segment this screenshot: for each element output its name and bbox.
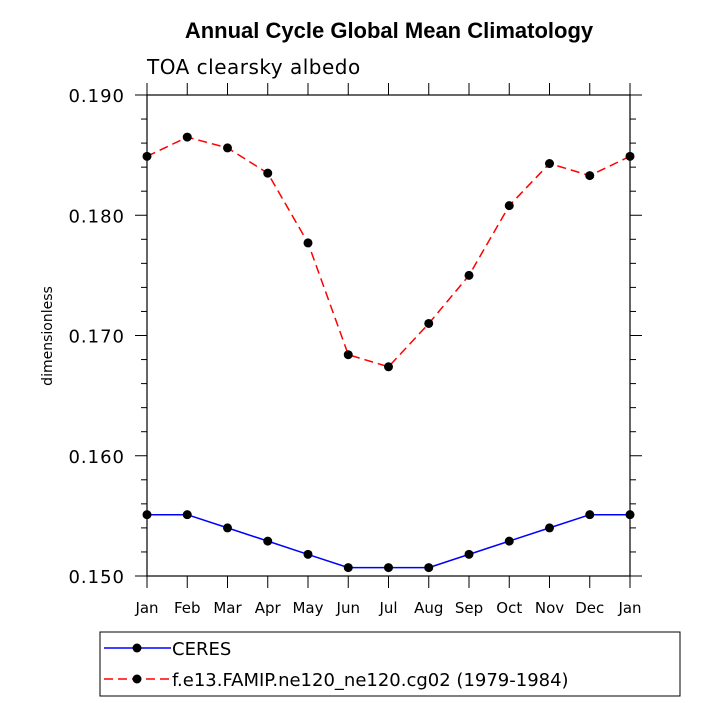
y-tick-label: 0.160 bbox=[68, 447, 125, 468]
series-0-point bbox=[343, 563, 353, 573]
series-0-point bbox=[182, 510, 192, 520]
x-tick-label: Jul bbox=[378, 599, 397, 617]
series-1-point bbox=[223, 143, 232, 153]
y-tick-label: 0.180 bbox=[68, 206, 125, 227]
series-0-point bbox=[545, 523, 554, 533]
legend: CERES f.e13.FAMIP.ne120_ne120.cg02 (1979… bbox=[99, 631, 681, 697]
x-tick-label: Jan bbox=[134, 599, 158, 617]
series-0-point bbox=[303, 549, 313, 559]
x-tick-label: Jun bbox=[336, 599, 360, 617]
plot-frame bbox=[146, 94, 631, 577]
series-line-1 bbox=[146, 136, 631, 368]
y-axis-label: dimensionless bbox=[40, 286, 56, 386]
series-1-point bbox=[504, 201, 514, 211]
series-0-point bbox=[464, 549, 474, 559]
series-layer bbox=[142, 132, 635, 573]
x-tick-label: Sep bbox=[455, 599, 483, 617]
x-tick-label: Mar bbox=[213, 599, 242, 617]
series-1-point bbox=[625, 151, 635, 161]
series-1-point bbox=[142, 151, 152, 161]
series-1-point bbox=[545, 159, 554, 169]
x-tick-label: Feb bbox=[174, 599, 201, 617]
series-0-point bbox=[263, 536, 273, 546]
x-tick-label: Aug bbox=[414, 599, 443, 617]
series-0-point bbox=[384, 563, 393, 573]
x-tick-label: Jan bbox=[617, 599, 641, 617]
series-1-point bbox=[384, 362, 393, 372]
series-0-point bbox=[585, 510, 595, 520]
series-1-point bbox=[585, 171, 595, 181]
series-1-point bbox=[464, 270, 474, 280]
x-tick-label: Apr bbox=[255, 599, 282, 617]
chart-subtitle: TOA clearsky albedo bbox=[146, 55, 361, 79]
plot-axes bbox=[146, 94, 631, 577]
series-0-point bbox=[223, 523, 232, 533]
series-1-point bbox=[303, 238, 313, 248]
y-tick-label: 0.170 bbox=[68, 327, 125, 348]
y-tick-label: 0.150 bbox=[68, 567, 125, 588]
legend-label-ceres: CERES bbox=[172, 639, 231, 660]
chart-title: Annual Cycle Global Mean Climatology bbox=[185, 18, 594, 43]
legend-box bbox=[99, 631, 681, 697]
series-0-point bbox=[625, 510, 635, 520]
x-tick-label: Nov bbox=[535, 599, 564, 617]
legend-marker-ceres bbox=[132, 643, 142, 653]
x-tick-label: Oct bbox=[496, 599, 522, 617]
x-tick-label: Dec bbox=[575, 599, 604, 617]
series-1-point bbox=[424, 318, 434, 328]
y-tick-label: 0.190 bbox=[68, 86, 125, 107]
series-line-0 bbox=[147, 513, 630, 569]
series-0-point bbox=[142, 510, 152, 520]
series-1-point bbox=[343, 350, 353, 360]
series-0-point bbox=[424, 563, 434, 573]
legend-label-model: f.e13.FAMIP.ne120_ne120.cg02 (1979-1984) bbox=[172, 670, 569, 691]
series-0-point bbox=[504, 536, 514, 546]
legend-marker-model bbox=[132, 674, 142, 684]
axis-ticks: 0.150 0.160 0.170 0.180 0.190 Jan Feb Mar Apr May… bbox=[68, 83, 642, 617]
series-1-point bbox=[263, 168, 273, 178]
x-tick-label: May bbox=[292, 599, 323, 617]
series-1-point bbox=[182, 132, 192, 142]
